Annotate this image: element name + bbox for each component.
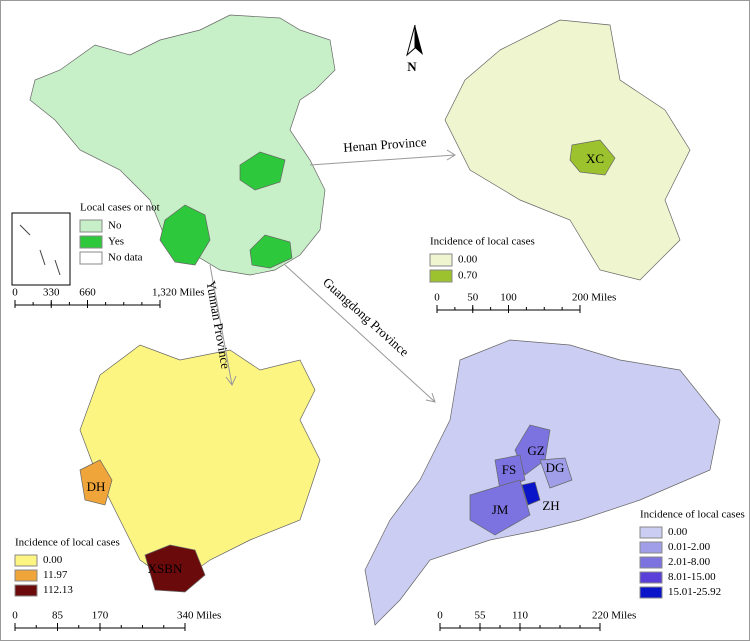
arrow-label: Henan Province xyxy=(343,134,427,155)
legend-swatch xyxy=(639,571,663,584)
legend-label: 0.00 xyxy=(668,526,688,538)
scale-label: 0 xyxy=(12,287,18,299)
region-label: FS xyxy=(502,462,516,477)
legend-label: 112.13 xyxy=(43,584,73,596)
scale-label: 220 Miles xyxy=(592,610,636,622)
legend-label: 0.00 xyxy=(43,554,63,566)
legend-swatch xyxy=(79,251,103,265)
legend-swatch xyxy=(429,269,453,283)
zh-region xyxy=(521,481,541,506)
inset-box xyxy=(11,212,71,286)
region-label: DG xyxy=(546,460,565,475)
legend-label: 2.01-8.00 xyxy=(668,556,711,568)
legend-title: Incidence of local cases xyxy=(15,537,120,549)
region-label: GZ xyxy=(527,443,544,458)
legend-title: Incidence of local cases xyxy=(430,236,535,248)
legend-title: Local cases or not xyxy=(80,202,160,214)
inset-islands xyxy=(19,224,61,276)
legend-swatch xyxy=(79,219,103,233)
legend-label: 15.01-25.92 xyxy=(668,586,721,598)
scale-label: 110 xyxy=(512,610,529,622)
scale-label: 1,320 Miles xyxy=(152,287,205,299)
legend-label: 8.01-15.00 xyxy=(668,571,716,583)
dg-region xyxy=(539,457,573,489)
legend-label: 0.01-2.00 xyxy=(668,541,711,553)
legend-swatch xyxy=(639,556,663,569)
legend-label: 0.00 xyxy=(458,254,478,266)
yunnan-map xyxy=(79,344,321,586)
scale-label: 330 xyxy=(43,287,60,299)
dh-region xyxy=(79,459,113,506)
legend-label: No xyxy=(108,220,122,232)
scale-label: 85 xyxy=(52,610,64,622)
jm-region xyxy=(469,479,531,536)
region-label: DH xyxy=(87,479,106,494)
legend-swatch xyxy=(639,526,663,539)
legend-swatch xyxy=(639,586,663,599)
xsbn-region xyxy=(144,544,206,593)
scale-label: 200 Miles xyxy=(572,292,616,304)
legend-label: 11.97 xyxy=(43,569,68,581)
scale-label: 100 xyxy=(500,292,517,304)
scale-label: 340 Miles xyxy=(177,610,221,622)
legend-swatch xyxy=(14,554,38,567)
scale-label: 660 xyxy=(79,287,96,299)
legend-swatch xyxy=(14,584,38,597)
scale-label: 0 xyxy=(12,610,18,622)
legend-label: 0.70 xyxy=(458,270,478,282)
legend-swatch xyxy=(429,253,453,267)
scale-label: 50 xyxy=(467,292,479,304)
henan-highlight xyxy=(239,151,286,191)
yunnan-highlight xyxy=(159,204,211,266)
region-label: ZH xyxy=(542,498,559,513)
scale-label: 0 xyxy=(434,292,440,304)
xc-region xyxy=(569,139,616,176)
guangdong-map xyxy=(364,339,721,626)
china-map xyxy=(29,14,336,276)
scale-label: 55 xyxy=(475,610,487,622)
guangdong-highlight xyxy=(249,234,293,269)
region-label: JM xyxy=(492,502,509,517)
scale-label: 0 xyxy=(437,610,443,622)
region-label: XC xyxy=(586,151,604,166)
legend-swatch xyxy=(79,235,103,249)
north-arrow xyxy=(415,25,423,55)
north-label: N xyxy=(407,59,417,74)
legend-title: Incidence of local cases xyxy=(640,509,745,521)
legend-label: No data xyxy=(108,252,143,264)
legend-swatch xyxy=(639,541,663,554)
arrows xyxy=(209,149,456,403)
region-label: XSBN xyxy=(148,561,183,576)
henan-map xyxy=(444,19,691,281)
legend-label: Yes xyxy=(108,236,124,248)
legend-swatch xyxy=(14,569,38,582)
scale-label: 170 xyxy=(92,610,109,622)
